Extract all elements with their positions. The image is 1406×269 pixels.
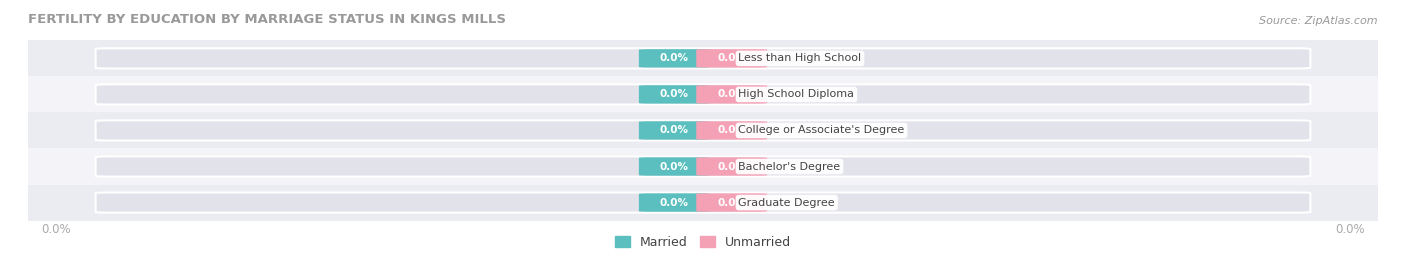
Text: Graduate Degree: Graduate Degree bbox=[738, 197, 835, 208]
Legend: Married, Unmarried: Married, Unmarried bbox=[610, 231, 796, 254]
Text: 0.0%: 0.0% bbox=[1334, 223, 1364, 236]
Text: 0.0%: 0.0% bbox=[717, 197, 747, 208]
Text: College or Associate's Degree: College or Associate's Degree bbox=[738, 125, 904, 136]
FancyBboxPatch shape bbox=[696, 157, 768, 176]
Text: 0.0%: 0.0% bbox=[659, 89, 689, 100]
Bar bbox=[28, 40, 1378, 76]
FancyBboxPatch shape bbox=[638, 157, 710, 176]
Text: High School Diploma: High School Diploma bbox=[738, 89, 855, 100]
Text: 0.0%: 0.0% bbox=[717, 161, 747, 172]
FancyBboxPatch shape bbox=[96, 84, 1310, 105]
FancyBboxPatch shape bbox=[96, 120, 1310, 141]
Bar bbox=[28, 185, 1378, 221]
Text: Less than High School: Less than High School bbox=[738, 53, 862, 63]
FancyBboxPatch shape bbox=[696, 193, 768, 212]
FancyBboxPatch shape bbox=[696, 49, 768, 68]
Bar bbox=[28, 112, 1378, 148]
FancyBboxPatch shape bbox=[638, 49, 710, 68]
Text: 0.0%: 0.0% bbox=[659, 53, 689, 63]
FancyBboxPatch shape bbox=[638, 85, 710, 104]
Bar bbox=[28, 76, 1378, 112]
Text: Bachelor's Degree: Bachelor's Degree bbox=[738, 161, 841, 172]
FancyBboxPatch shape bbox=[696, 121, 768, 140]
FancyBboxPatch shape bbox=[696, 85, 768, 104]
Text: 0.0%: 0.0% bbox=[659, 125, 689, 136]
Text: 0.0%: 0.0% bbox=[717, 53, 747, 63]
Text: FERTILITY BY EDUCATION BY MARRIAGE STATUS IN KINGS MILLS: FERTILITY BY EDUCATION BY MARRIAGE STATU… bbox=[28, 13, 506, 26]
Text: 0.0%: 0.0% bbox=[659, 197, 689, 208]
FancyBboxPatch shape bbox=[638, 121, 710, 140]
Text: Source: ZipAtlas.com: Source: ZipAtlas.com bbox=[1260, 16, 1378, 26]
FancyBboxPatch shape bbox=[96, 48, 1310, 69]
Text: 0.0%: 0.0% bbox=[42, 223, 72, 236]
Bar bbox=[28, 148, 1378, 185]
Text: 0.0%: 0.0% bbox=[717, 89, 747, 100]
FancyBboxPatch shape bbox=[96, 192, 1310, 213]
FancyBboxPatch shape bbox=[96, 156, 1310, 177]
Text: 0.0%: 0.0% bbox=[717, 125, 747, 136]
Text: 0.0%: 0.0% bbox=[659, 161, 689, 172]
FancyBboxPatch shape bbox=[638, 193, 710, 212]
